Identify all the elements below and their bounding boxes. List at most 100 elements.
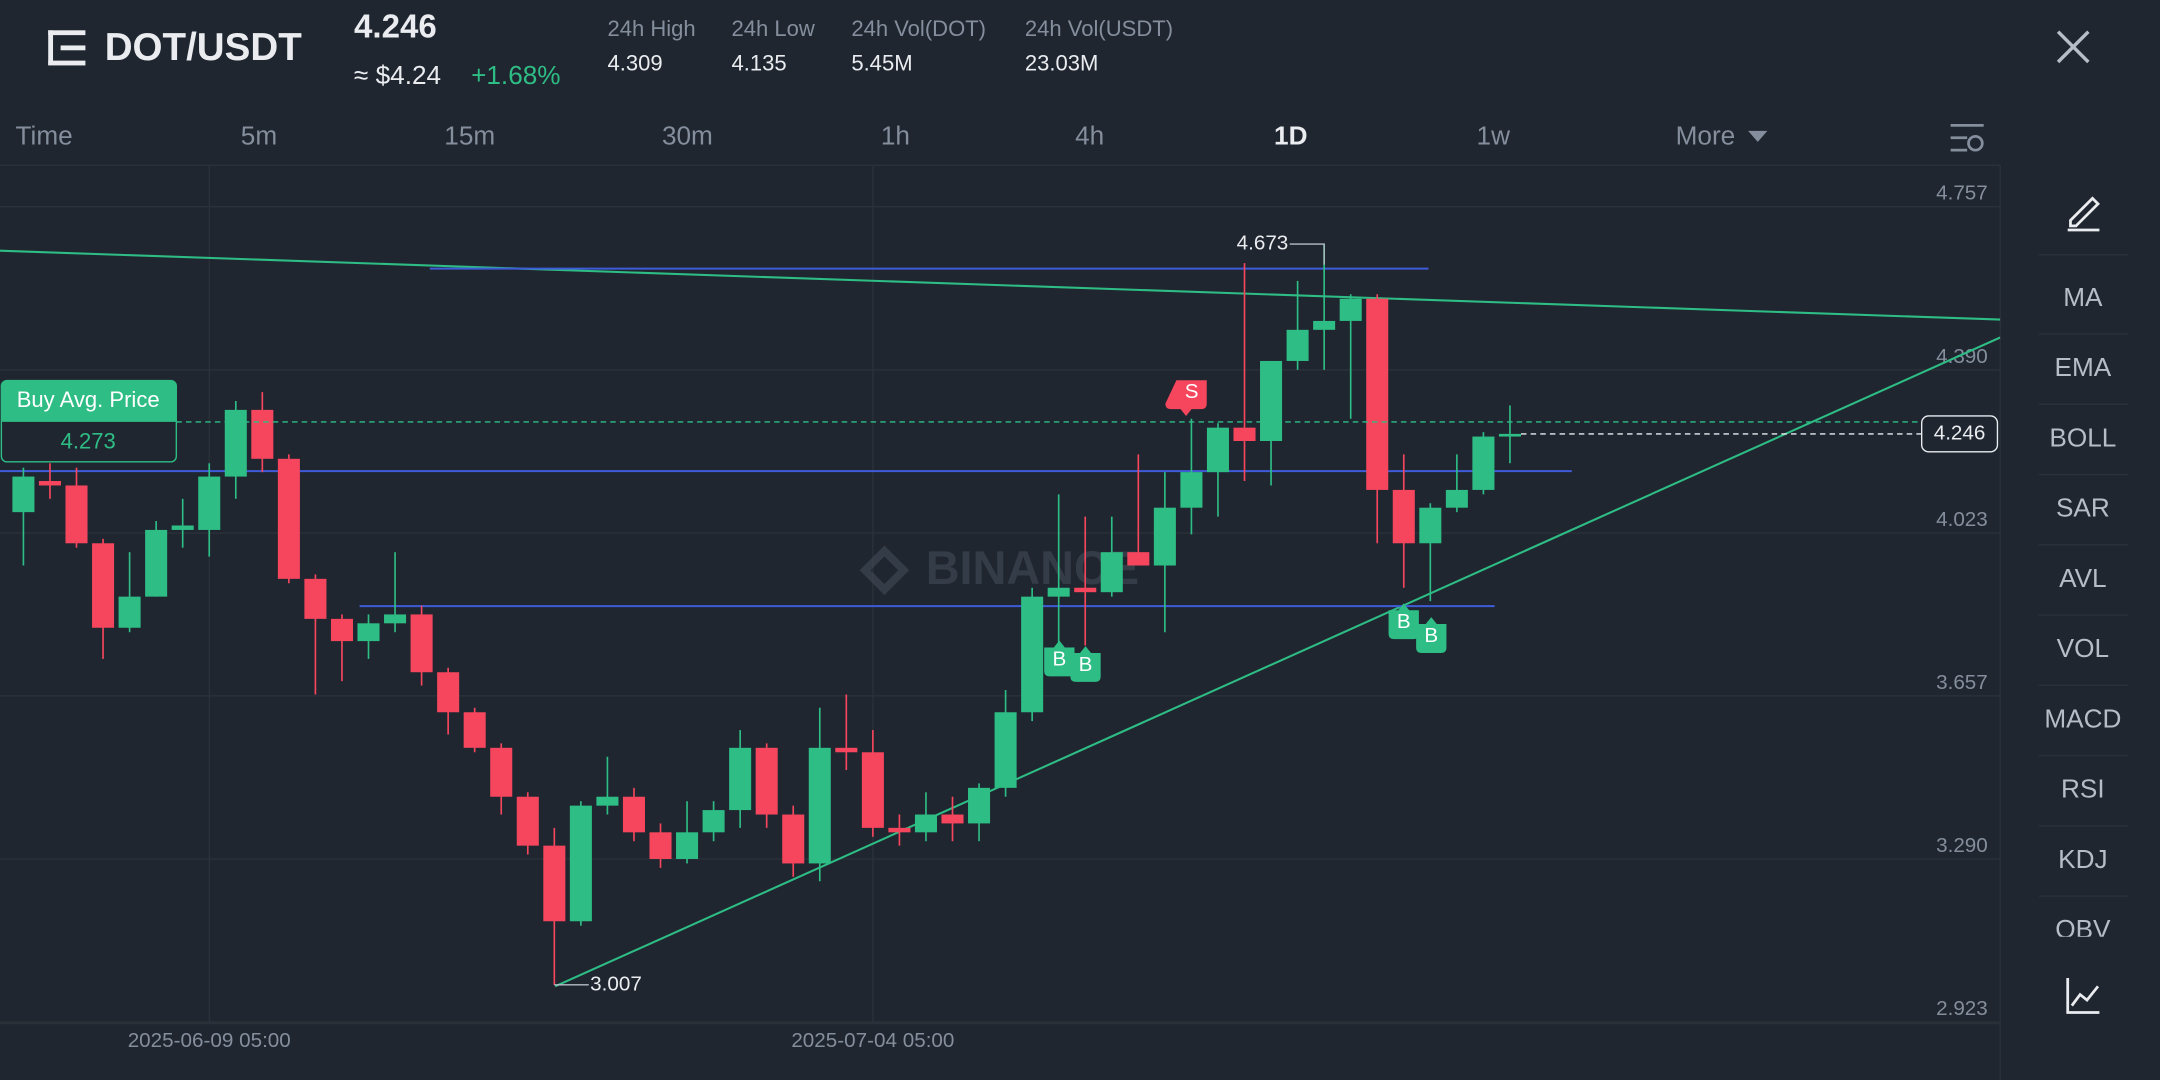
indicator[interactable]: MA: [2063, 282, 2103, 312]
settings-icon[interactable]: [1950, 123, 1984, 152]
indicator[interactable]: SAR: [2056, 493, 2110, 523]
candle-body: [755, 747, 778, 815]
candle-body: [38, 481, 61, 486]
candle-body: [702, 810, 725, 833]
stat-label: 24h High: [608, 16, 696, 41]
trade-marker-label: B: [1424, 624, 1438, 647]
y-tick-label: 2.923: [1936, 997, 1988, 1020]
candle-body: [649, 832, 672, 859]
candle-body: [1313, 320, 1336, 330]
stat-value: 23.03M: [1025, 51, 1098, 76]
candle-body: [994, 712, 1017, 788]
buy-avg-title: Buy Avg. Price: [17, 387, 160, 412]
candle-body: [277, 458, 300, 579]
candle-body: [1180, 472, 1203, 508]
trade-marker: [1165, 380, 1207, 417]
timeframe-tab[interactable]: 5m: [241, 121, 277, 151]
timeframe-tab[interactable]: 15m: [444, 121, 495, 151]
dropdown-arrow: [1748, 130, 1768, 142]
candle-body: [463, 712, 486, 748]
candle-body: [490, 747, 513, 797]
last-price-tag: [1920, 415, 1999, 453]
candle-body: [914, 814, 937, 833]
candle-body: [384, 614, 407, 624]
close-button[interactable]: [2056, 30, 2090, 64]
candle-body: [1260, 360, 1283, 442]
indicator[interactable]: EMA: [2055, 352, 2112, 382]
indicator[interactable]: OBV: [2055, 914, 2111, 944]
buy-avg-header: [1, 380, 177, 422]
candle-body: [1047, 587, 1070, 597]
indicator[interactable]: MACD: [2044, 703, 2121, 733]
stat-value: 4.309: [608, 51, 663, 76]
candle-body: [888, 827, 911, 833]
buy-avg-value: 4.273: [61, 428, 116, 453]
candle-body: [1498, 433, 1521, 437]
candle-body: [516, 796, 539, 846]
max-label: 4.673: [1237, 231, 1289, 254]
trade-marker-label: B: [1397, 610, 1411, 633]
stat-label: 24h Vol(DOT): [851, 16, 986, 41]
max-leader: [1289, 243, 1325, 265]
candle-body: [171, 525, 194, 530]
candle-body: [968, 787, 991, 824]
trend-line: [0, 249, 2001, 321]
trend-line: [554, 336, 2001, 988]
candle-body: [92, 543, 115, 628]
candle-body: [622, 796, 645, 833]
menu-icon[interactable]: [48, 30, 86, 66]
indicator[interactable]: BOLL: [2049, 422, 2116, 452]
candle-body: [1286, 329, 1309, 361]
change: +1.68%: [471, 60, 560, 90]
candle-body: [596, 796, 619, 806]
timeframe-tab[interactable]: 1D: [1274, 121, 1307, 151]
timeframe-tab[interactable]: Time: [16, 121, 73, 151]
y-tick-label: 4.757: [1936, 182, 1988, 205]
candle-body: [1153, 507, 1176, 566]
candle-body: [1100, 552, 1123, 593]
timeframe-tab[interactable]: 30m: [662, 121, 713, 151]
candle-body: [1366, 298, 1389, 490]
timeframe-tab[interactable]: 1h: [881, 121, 910, 151]
draw-tool-icon[interactable]: [2067, 196, 2100, 232]
candle-body: [224, 409, 247, 477]
trade-marker: [1388, 603, 1419, 640]
indicator[interactable]: VOL: [2057, 633, 2109, 663]
candle-body: [1021, 596, 1044, 713]
trade-marker: [1416, 617, 1447, 653]
indicator[interactable]: RSI: [2061, 774, 2105, 804]
timeframe-tab[interactable]: More: [1676, 121, 1736, 151]
stat-label: 24h Low: [731, 16, 814, 41]
timeframe-tab[interactable]: 4h: [1075, 121, 1104, 151]
trade-marker: [1070, 646, 1101, 682]
candle-body: [1074, 587, 1097, 593]
y-tick-label: 4.390: [1936, 345, 1988, 368]
candle-body: [118, 596, 141, 628]
x-tick-label: 2025-07-04 05:00: [791, 1029, 954, 1052]
pair: DOT/USDT: [105, 26, 303, 69]
trade-marker-label: B: [1079, 653, 1093, 676]
candle-body: [835, 747, 858, 753]
candle-body: [198, 476, 221, 530]
indicator[interactable]: AVL: [2059, 563, 2107, 593]
candle-body: [1392, 489, 1415, 544]
candle-body: [1445, 489, 1468, 508]
candle-body: [676, 832, 699, 859]
timeframe-tab[interactable]: 1w: [1477, 121, 1511, 151]
candle-body: [357, 623, 380, 642]
candle-body: [1339, 298, 1362, 321]
indicator[interactable]: KDJ: [2058, 844, 2107, 874]
chart-type-icon[interactable]: [2066, 978, 2100, 1014]
candle-body: [251, 409, 274, 459]
candle-body: [941, 814, 964, 824]
candle-body: [1127, 552, 1150, 566]
y-tick-label: 3.290: [1936, 834, 1988, 857]
y-tick-label: 4.023: [1936, 508, 1988, 531]
candle-body: [729, 747, 752, 811]
trade-marker-label: B: [1052, 647, 1066, 670]
stat-value: 5.45M: [851, 51, 912, 76]
candle-body: [437, 672, 460, 713]
